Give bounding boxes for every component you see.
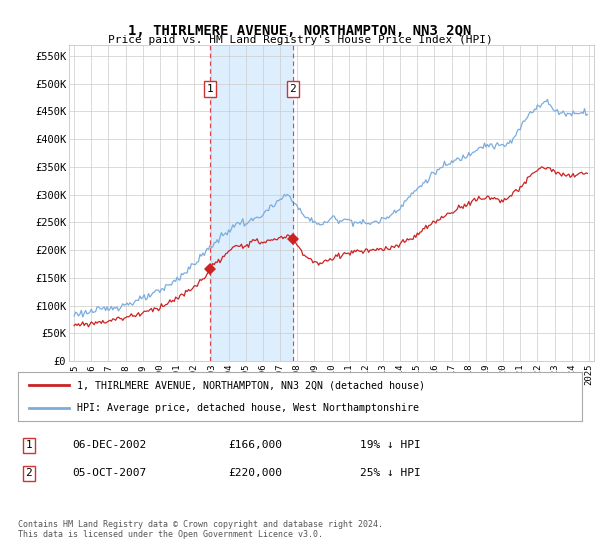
Text: 2: 2 [25,468,32,478]
Text: 2: 2 [290,84,296,94]
Text: 05-OCT-2007: 05-OCT-2007 [72,468,146,478]
Text: £166,000: £166,000 [228,440,282,450]
Text: HPI: Average price, detached house, West Northamptonshire: HPI: Average price, detached house, West… [77,403,419,413]
Text: 19% ↓ HPI: 19% ↓ HPI [360,440,421,450]
Text: 1: 1 [206,84,214,94]
Text: £220,000: £220,000 [228,468,282,478]
Text: Price paid vs. HM Land Registry's House Price Index (HPI): Price paid vs. HM Land Registry's House … [107,35,493,45]
Text: 1: 1 [25,440,32,450]
Text: 1, THIRLMERE AVENUE, NORTHAMPTON, NN3 2QN (detached house): 1, THIRLMERE AVENUE, NORTHAMPTON, NN3 2Q… [77,380,425,390]
Text: Contains HM Land Registry data © Crown copyright and database right 2024.
This d: Contains HM Land Registry data © Crown c… [18,520,383,539]
Text: 06-DEC-2002: 06-DEC-2002 [72,440,146,450]
Bar [210,45,293,361]
Text: 25% ↓ HPI: 25% ↓ HPI [360,468,421,478]
Text: 1, THIRLMERE AVENUE, NORTHAMPTON, NN3 2QN: 1, THIRLMERE AVENUE, NORTHAMPTON, NN3 2Q… [128,24,472,38]
